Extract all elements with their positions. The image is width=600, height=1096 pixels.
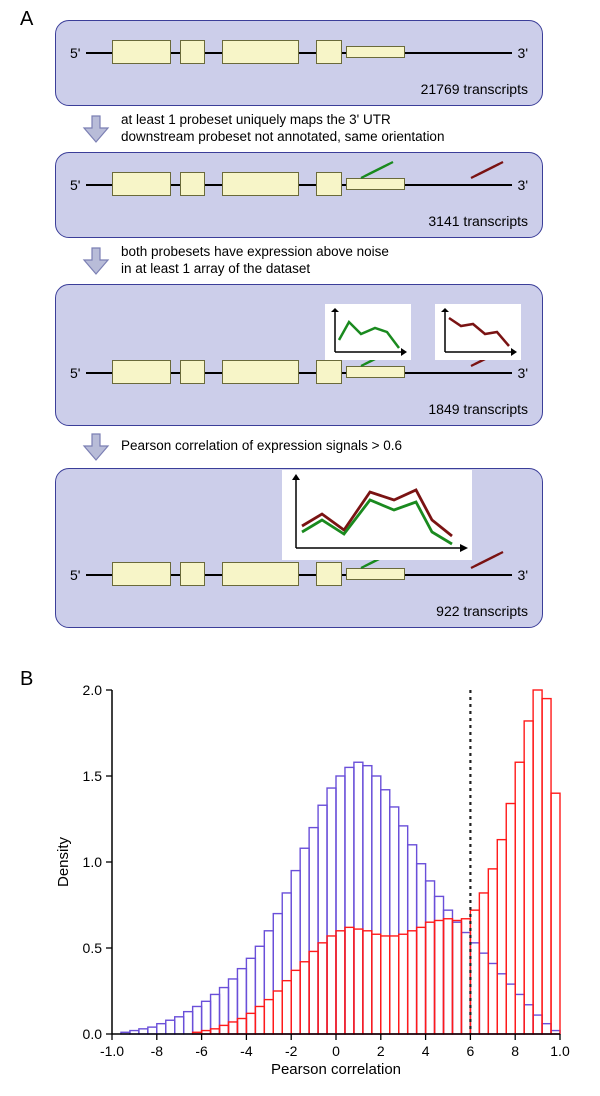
transcript-count: 1849 transcripts: [428, 401, 528, 417]
panel-b-label: B: [20, 668, 33, 691]
stage-box-4: 5': [55, 468, 543, 628]
histogram-chart: 0.0 0.5 1.0 1.5 2.0 -1.0 -8 -6 -4 -2 0 2 4 6 8 1.0 Pears…: [50, 680, 570, 1080]
flow-step: Pearson correlation of expression signal…: [81, 432, 575, 462]
five-prime-label: 5': [70, 365, 80, 381]
down-arrow-icon: [81, 114, 111, 144]
exon: [316, 40, 342, 64]
panel-a: 5' 3' 21769 transcripts at least 1 probe…: [55, 20, 575, 628]
exon: [112, 40, 172, 64]
transcript-diagram: 5': [70, 555, 528, 595]
exon: [180, 40, 206, 64]
transcript-count: 21769 transcripts: [421, 81, 528, 97]
exon: [180, 562, 206, 586]
svg-text:-2: -2: [285, 1043, 298, 1059]
exon: [222, 172, 299, 196]
svg-text:1.5: 1.5: [83, 768, 103, 784]
panel-b: 0.0 0.5 1.0 1.5 2.0 -1.0 -8 -6 -4 -2 0 2 4 6 8 1.0 Pears…: [50, 680, 570, 1080]
svg-text:6: 6: [467, 1043, 475, 1059]
exon: [316, 172, 342, 196]
down-arrow-icon: [81, 432, 111, 462]
svg-text:8: 8: [511, 1043, 519, 1059]
exon: [112, 360, 172, 384]
three-prime-label: 3': [518, 567, 528, 583]
three-prime-label: 3': [518, 177, 528, 193]
five-prime-label: 5': [70, 567, 80, 583]
svg-text:1.0: 1.0: [550, 1043, 570, 1059]
mini-chart-red: [435, 304, 521, 360]
step-caption: Pearson correlation of expression signal…: [121, 438, 402, 455]
svg-text:-8: -8: [151, 1043, 164, 1059]
svg-text:Density: Density: [55, 836, 72, 887]
combined-chart: [282, 470, 472, 560]
transcript-diagram: 5': [70, 165, 528, 205]
flow-step: at least 1 probeset uniquely maps the 3'…: [81, 112, 575, 146]
flow-step: both probesets have expression above noi…: [81, 244, 575, 278]
panel-a-label: A: [20, 8, 33, 31]
transcript-diagram: 5': [70, 353, 528, 393]
svg-text:-6: -6: [195, 1043, 208, 1059]
svg-text:-4: -4: [240, 1043, 253, 1059]
svg-text:0: 0: [332, 1043, 340, 1059]
stage-box-3: 5': [55, 284, 543, 426]
transcript-count: 922 transcripts: [436, 603, 528, 619]
stage-box-2: 5': [55, 152, 543, 238]
exon: [316, 360, 342, 384]
svg-text:0.0: 0.0: [83, 1026, 103, 1042]
svg-text:Pearson correlation: Pearson correlation: [271, 1061, 401, 1078]
exon: [316, 562, 342, 586]
exon: [222, 40, 299, 64]
five-prime-label: 5': [70, 177, 80, 193]
exon: [180, 172, 206, 196]
transcript-diagram: 5' 3': [70, 33, 528, 73]
svg-text:2.0: 2.0: [83, 682, 103, 698]
three-prime-label: 3': [518, 45, 528, 61]
exon: [180, 360, 206, 384]
exon: [112, 562, 172, 586]
step-caption: at least 1 probeset uniquely maps the 3'…: [121, 112, 444, 146]
svg-text:-1.0: -1.0: [100, 1043, 124, 1059]
exon: [222, 562, 299, 586]
transcript-line: [86, 574, 511, 576]
svg-text:0.5: 0.5: [83, 940, 103, 956]
mini-chart-green: [325, 304, 411, 360]
transcript-line: [86, 372, 511, 374]
transcript-count: 3141 transcripts: [428, 213, 528, 229]
step-caption: both probesets have expression above noi…: [121, 244, 389, 278]
exon: [112, 172, 172, 196]
stage-box-1: 5' 3' 21769 transcripts: [55, 20, 543, 106]
exon: [346, 46, 406, 58]
three-prime-label: 3': [518, 365, 528, 381]
probeset-red-icon: [469, 548, 505, 570]
five-prime-label: 5': [70, 45, 80, 61]
svg-text:4: 4: [422, 1043, 430, 1059]
exon: [222, 360, 299, 384]
probeset-red-icon: [469, 158, 505, 180]
svg-text:2: 2: [377, 1043, 385, 1059]
svg-text:1.0: 1.0: [83, 854, 103, 870]
probeset-green-icon: [359, 158, 395, 180]
transcript-line: [86, 184, 511, 186]
transcript-line: [86, 52, 511, 54]
down-arrow-icon: [81, 246, 111, 276]
